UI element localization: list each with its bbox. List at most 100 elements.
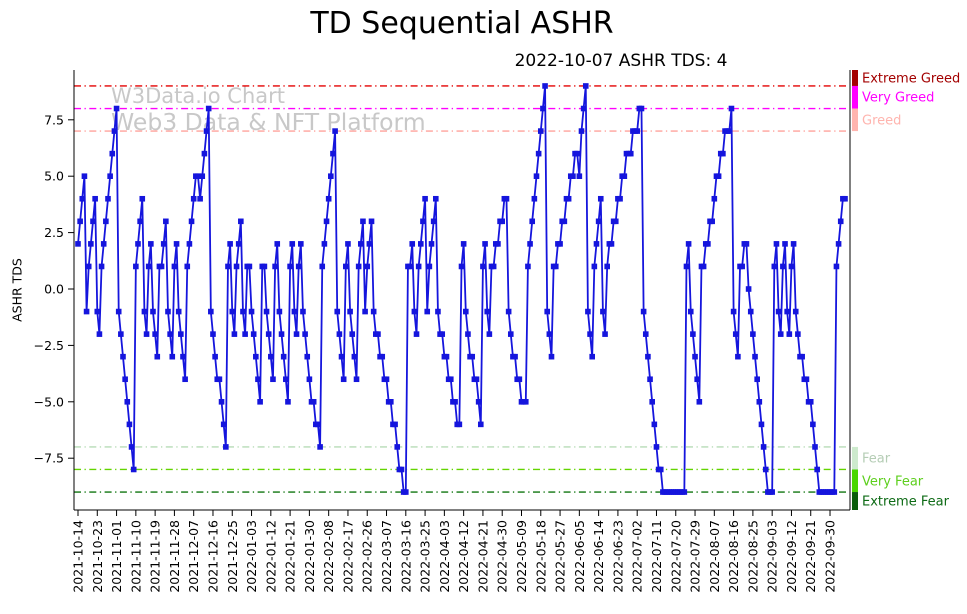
- data-point-marker: [452, 399, 458, 405]
- data-point-marker: [640, 308, 647, 315]
- data-point-marker: [77, 218, 83, 225]
- data-point-marker: [743, 241, 750, 247]
- data-point-marker: [495, 241, 501, 247]
- data-point-marker: [482, 241, 488, 247]
- data-point-marker: [263, 308, 270, 315]
- data-point-marker: [792, 308, 799, 315]
- x-tick-label: 2022-07-02: [630, 520, 645, 593]
- data-point-marker: [201, 150, 208, 157]
- data-point-marker: [79, 195, 86, 202]
- data-point-marker: [505, 308, 512, 315]
- data-point-marker: [124, 399, 131, 405]
- data-point-marker: [383, 376, 390, 383]
- data-point-marker: [175, 308, 182, 315]
- data-point-marker: [750, 331, 756, 337]
- x-tick-label: 2022-09-12: [784, 520, 799, 593]
- x-tick-label: 2022-02-26: [360, 520, 375, 593]
- x-tick-label: 2021-12-25: [225, 520, 240, 593]
- x-tick-label: 2022-05-27: [553, 520, 568, 593]
- data-point-marker: [780, 263, 786, 270]
- x-tick-label: 2022-09-21: [803, 520, 818, 593]
- data-point-marker: [139, 195, 146, 202]
- data-point-marker: [544, 308, 551, 315]
- data-point-marker: [694, 376, 700, 383]
- data-point-marker: [565, 195, 572, 202]
- data-point-marker: [435, 308, 441, 315]
- data-point-marker: [218, 399, 225, 405]
- data-point-marker: [122, 376, 128, 383]
- data-point-marker: [310, 399, 317, 405]
- data-point-marker: [720, 150, 726, 157]
- data-point-marker: [118, 331, 124, 337]
- data-point-marker: [96, 331, 103, 337]
- data-point-marker: [340, 376, 347, 383]
- data-point-marker: [231, 331, 238, 337]
- x-tick-label: 2022-02-08: [321, 520, 336, 593]
- data-point-marker: [94, 308, 101, 315]
- y-tick-label: 7.5: [44, 112, 64, 127]
- data-point-marker: [92, 195, 98, 202]
- data-point-marker: [205, 105, 212, 112]
- data-point-marker: [283, 376, 289, 383]
- x-tick-label: 2021-11-19: [148, 520, 163, 593]
- data-point-marker: [602, 331, 608, 337]
- zone-band-extreme-fear: [852, 492, 858, 510]
- data-point-marker: [512, 353, 518, 360]
- data-point-marker: [634, 128, 640, 134]
- data-point-marker: [109, 150, 116, 157]
- data-point-marker: [216, 376, 223, 383]
- data-point-marker: [533, 173, 540, 179]
- y-tick-label: −7.5: [34, 451, 64, 466]
- data-point-marker: [362, 308, 368, 315]
- data-point-marker: [115, 308, 122, 315]
- data-point-marker: [409, 241, 416, 247]
- data-point-marker: [111, 128, 118, 134]
- data-point-marker: [229, 308, 236, 315]
- data-point-marker: [439, 331, 446, 337]
- x-tick-label: 2022-05-09: [514, 520, 529, 593]
- data-point-marker: [343, 263, 349, 270]
- data-point-marker: [649, 399, 655, 405]
- data-point-marker: [88, 241, 94, 247]
- data-point-marker: [100, 241, 107, 247]
- zone-label-very-greed: Very Greed: [862, 91, 934, 106]
- data-point-marker: [529, 218, 536, 225]
- data-point-marker: [178, 331, 184, 337]
- x-tick-label: 2021-11-28: [167, 520, 182, 593]
- data-point-marker: [477, 421, 484, 428]
- zone-label-very-fear: Very Fear: [862, 474, 924, 489]
- data-point-marker: [756, 399, 763, 405]
- x-tick-label: 2022-05-18: [533, 520, 548, 593]
- data-point-marker: [394, 444, 401, 450]
- data-point-marker: [250, 331, 257, 337]
- data-point-marker: [167, 331, 173, 337]
- data-point-marker: [835, 241, 842, 247]
- data-point-marker: [837, 218, 844, 225]
- data-point-marker: [473, 376, 480, 383]
- data-point-marker: [334, 308, 341, 315]
- data-point-marker: [831, 489, 838, 495]
- data-point-marker: [321, 241, 328, 247]
- x-tick-label: 2022-02-17: [340, 520, 355, 593]
- data-point-marker: [589, 353, 595, 360]
- data-point-marker: [366, 241, 373, 247]
- data-point-marker: [160, 241, 167, 247]
- data-point-marker: [306, 376, 313, 383]
- data-point-marker: [747, 308, 754, 315]
- data-point-marker: [415, 263, 422, 270]
- data-point-marker: [480, 263, 486, 270]
- x-tick-label: 2022-06-23: [610, 520, 625, 593]
- data-point-marker: [295, 263, 302, 270]
- data-point-marker: [319, 263, 326, 270]
- data-point-marker: [291, 308, 298, 315]
- data-point-marker: [777, 331, 784, 337]
- x-tick-label: 2022-01-12: [263, 520, 278, 593]
- data-point-marker: [700, 263, 707, 270]
- zone-band-very-fear: [852, 469, 858, 493]
- x-tick-label: 2021-10-14: [71, 520, 86, 593]
- x-tick-label: 2022-04-12: [456, 520, 471, 593]
- data-point-marker: [120, 353, 126, 360]
- data-point-marker: [597, 195, 604, 202]
- data-point-marker: [617, 195, 623, 202]
